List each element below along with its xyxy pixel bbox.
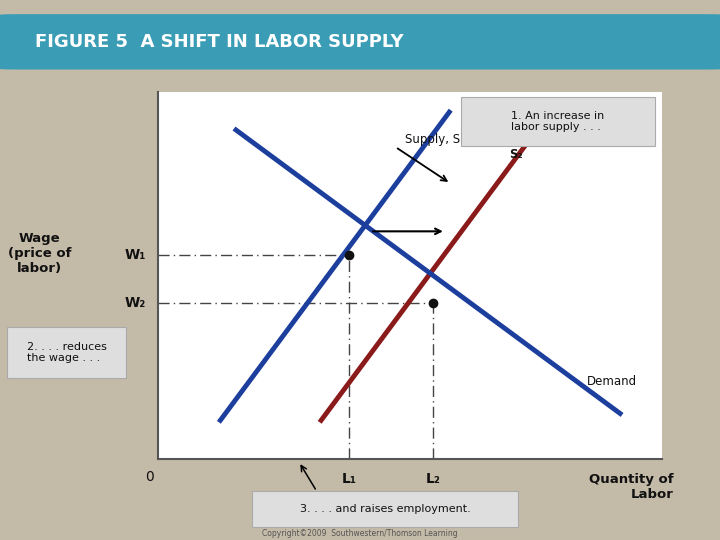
- Text: 3. . . . and raises employment.: 3. . . . and raises employment.: [300, 504, 471, 514]
- Text: Quantity of
Labor: Quantity of Labor: [588, 472, 673, 501]
- Text: Copyright©2009  Southwestern/Thomson Learning: Copyright©2009 Southwestern/Thomson Lear…: [262, 529, 458, 538]
- FancyBboxPatch shape: [252, 491, 518, 526]
- FancyBboxPatch shape: [461, 97, 655, 146]
- FancyBboxPatch shape: [0, 14, 720, 70]
- Text: S₂: S₂: [509, 148, 522, 161]
- Text: W₂: W₂: [125, 296, 145, 310]
- Text: L₂: L₂: [426, 472, 441, 486]
- Text: L₁: L₁: [341, 472, 356, 486]
- Text: 2. . . . reduces
the wage . . .: 2. . . . reduces the wage . . .: [27, 341, 107, 363]
- Text: 0: 0: [145, 470, 153, 484]
- Text: Demand: Demand: [587, 375, 637, 388]
- Text: FIGURE 5  A SHIFT IN LABOR SUPPLY: FIGURE 5 A SHIFT IN LABOR SUPPLY: [35, 33, 404, 51]
- Text: Supply, S₁: Supply, S₁: [405, 133, 465, 146]
- Text: W₁: W₁: [125, 248, 145, 262]
- FancyBboxPatch shape: [7, 327, 126, 378]
- Text: 1. An increase in
labor supply . . .: 1. An increase in labor supply . . .: [511, 111, 605, 132]
- Text: Wage
(price of
labor): Wage (price of labor): [8, 232, 71, 275]
